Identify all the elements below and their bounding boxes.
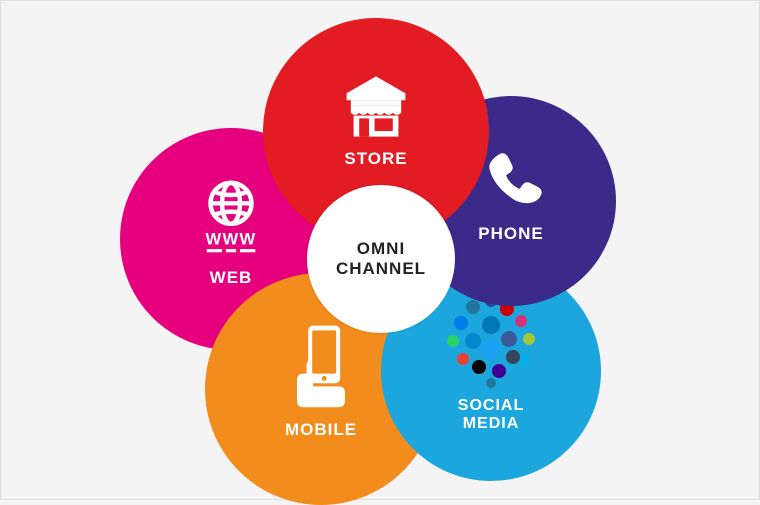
phone-label: PHONE: [478, 224, 543, 244]
svg-text:WWW: WWW: [206, 229, 257, 248]
store-icon: [341, 75, 411, 139]
diagram-stage: STORE PHONE SOCIALMEDIA MOBILE WWW: [1, 1, 759, 499]
center-hub: OMNICHANNEL: [307, 185, 455, 333]
social-app-dot: [454, 316, 468, 330]
social-app-dot: [520, 354, 530, 364]
social-app-dot: [465, 333, 481, 349]
social-app-dot: [515, 315, 527, 327]
social-app-dot: [523, 333, 535, 345]
social-app-dot: [481, 339, 501, 359]
social-app-dot: [506, 350, 520, 364]
social-app-dot: [466, 300, 480, 314]
social-label: SOCIALMEDIA: [458, 397, 524, 434]
social-app-dot: [447, 335, 459, 347]
social-app-dot: [482, 316, 500, 334]
mobile-icon: [281, 324, 361, 410]
center-label: OMNICHANNEL: [336, 239, 426, 279]
social-app-dot: [492, 364, 506, 378]
mobile-label: MOBILE: [285, 420, 357, 440]
social-app-dot: [457, 353, 469, 365]
social-app-dot: [472, 360, 486, 374]
social-app-dot: [486, 378, 496, 388]
phone-icon: [480, 148, 542, 210]
web-label: WEB: [210, 268, 253, 288]
store-label: STORE: [344, 149, 407, 169]
social-app-dot: [501, 331, 517, 347]
web-icon: WWW: [199, 179, 263, 256]
